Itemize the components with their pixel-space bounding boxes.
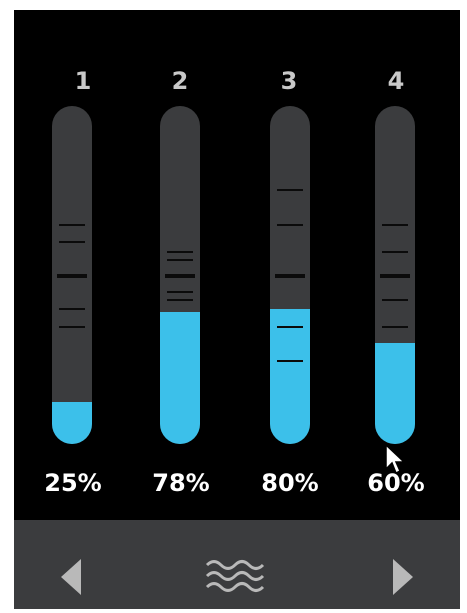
tank-2-label: 2 [171, 67, 189, 95]
tank-2-tick-major [165, 274, 195, 278]
tank-3-tick [277, 360, 303, 362]
tank-2-tick [167, 259, 193, 261]
tank-4-tick-major [380, 274, 410, 278]
tank-3-tick [277, 189, 303, 191]
tank-1-tick [59, 224, 85, 226]
tank-3-tick [277, 326, 303, 328]
tank-4-tick [382, 224, 408, 226]
tank-1-tick [59, 241, 85, 243]
next-button[interactable] [370, 520, 430, 609]
tank-4-tube [375, 106, 415, 444]
tank-2-tube [160, 106, 200, 444]
triangle-right-icon [393, 559, 413, 595]
tank-1-tick [59, 308, 85, 310]
tank-3-label: 3 [280, 67, 298, 95]
bottom-control-bar [14, 520, 460, 609]
tank-2-fill [160, 312, 200, 444]
tank-1-tick-major [57, 274, 87, 278]
tank-1-tick [59, 326, 85, 328]
tank-3-percent: 80% [261, 469, 319, 497]
mode-button[interactable] [194, 520, 274, 609]
triangle-left-icon [61, 559, 81, 595]
tank-2-tick [167, 291, 193, 293]
tank-4-label: 4 [387, 67, 405, 95]
tank-3-fill [270, 308, 310, 444]
tank-4-tick [382, 299, 408, 301]
waves-icon [205, 560, 265, 592]
tank-3-tick-major [275, 274, 305, 278]
tank-3-tick [277, 224, 303, 226]
tank-2-tick [167, 299, 193, 301]
mouse-cursor-icon [385, 444, 406, 475]
tank-level-screen: 1 25% 2 78% 3 80% 4 60% [14, 10, 460, 609]
tank-3-tube [270, 106, 310, 444]
tank-4-tick [382, 326, 408, 328]
previous-button[interactable] [44, 520, 104, 609]
tank-1-label: 1 [74, 67, 92, 95]
tank-4-tick [382, 251, 408, 253]
tank-1-tube [52, 106, 92, 444]
tank-1-fill [52, 401, 92, 444]
tank-2-percent: 78% [152, 469, 210, 497]
tank-1-percent: 25% [44, 469, 102, 497]
tank-4-fill [375, 342, 415, 444]
tank-2-tick [167, 251, 193, 253]
